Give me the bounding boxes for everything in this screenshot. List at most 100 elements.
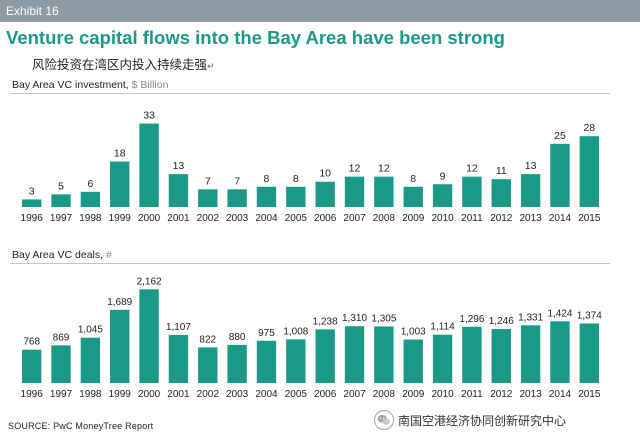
wechat-icon (374, 410, 394, 430)
tick-label-2014: 2014 (549, 213, 572, 224)
value-label-2005: 1,008 (283, 326, 308, 337)
exhibit-label: Exhibit 16 (0, 0, 640, 22)
source-note: SOURCE: PwC MoneyTree Report (8, 421, 154, 431)
deals-chart-title: Bay Area VC deals, # (12, 249, 112, 261)
bar-2002 (198, 347, 218, 383)
tick-label-1997: 1997 (50, 213, 73, 224)
bar-2013 (520, 325, 541, 383)
tick-label-2013: 2013 (520, 213, 543, 224)
headline: Venture capital flows into the Bay Area … (6, 27, 505, 48)
tick-label-1998: 1998 (79, 389, 102, 400)
value-label-1996: 3 (29, 185, 35, 197)
bar-2001 (168, 335, 189, 383)
tick-label-2005: 2005 (285, 213, 308, 224)
tick-label-2009: 2009 (402, 389, 425, 400)
tick-label-1999: 1999 (109, 213, 132, 224)
value-label-2012: 1,246 (489, 316, 514, 327)
value-label-1998: 1,045 (78, 325, 103, 336)
value-label-2004: 8 (264, 173, 270, 185)
bar-2010 (432, 334, 453, 383)
value-label-2013: 13 (525, 160, 537, 172)
bar-2012 (491, 179, 511, 207)
tick-label-2012: 2012 (490, 389, 513, 400)
bar-1999 (110, 309, 130, 383)
value-label-2007: 1,310 (342, 313, 367, 324)
tick-label-2011: 2011 (461, 213, 483, 224)
value-label-2000: 33 (143, 110, 155, 122)
bar-1998 (80, 337, 101, 383)
value-label-1998: 6 (87, 178, 93, 190)
bar-2006 (315, 181, 335, 207)
deals-chart-unit: # (105, 249, 112, 261)
bar-2000 (139, 289, 159, 383)
value-label-2008: 12 (378, 163, 390, 175)
tick-label-1996: 1996 (21, 213, 44, 224)
bar-2014 (550, 143, 570, 207)
bar-2015 (579, 323, 600, 383)
tick-label-2009: 2009 (402, 213, 425, 224)
value-label-1996: 768 (23, 337, 40, 348)
bar-2003 (227, 344, 247, 383)
watermark: 南国空港经济协同创新研究中心 (374, 410, 566, 430)
tick-label-2001: 2001 (167, 389, 190, 400)
bar-2009 (403, 339, 423, 383)
tick-label-2010: 2010 (431, 389, 454, 400)
investment-chart-rule (10, 93, 610, 94)
bar-2001 (168, 174, 189, 207)
bar-1997 (51, 345, 71, 383)
tick-label-2007: 2007 (343, 213, 366, 224)
tick-label-2010: 2010 (431, 213, 454, 224)
investment-chart-unit: $ Billion (131, 79, 169, 91)
tick-label-1999: 1999 (109, 389, 132, 400)
value-label-2014: 25 (554, 130, 566, 142)
bar-1998 (80, 191, 101, 207)
value-label-2015: 1,374 (577, 310, 602, 321)
deals-chart-rule (10, 263, 610, 264)
bar-2008 (374, 326, 394, 383)
value-label-2015: 28 (583, 122, 595, 134)
value-label-2003: 880 (229, 332, 246, 343)
value-label-2002: 822 (199, 334, 216, 345)
tick-label-2015: 2015 (578, 389, 601, 400)
tick-label-1997: 1997 (50, 389, 73, 400)
bar-2014 (550, 321, 570, 383)
tick-label-2012: 2012 (490, 213, 513, 224)
bar-2009 (403, 186, 423, 207)
subheadline-text: 风险投资在湾区内投入持续走强 (32, 57, 208, 72)
tick-label-2003: 2003 (226, 389, 249, 400)
value-label-2005: 8 (293, 173, 299, 185)
tick-label-2002: 2002 (197, 389, 220, 400)
tick-label-2006: 2006 (314, 389, 337, 400)
value-label-2006: 1,238 (313, 316, 338, 327)
value-label-2000: 2,162 (137, 276, 162, 287)
bar-2008 (374, 176, 394, 207)
tick-label-2000: 2000 (138, 389, 161, 400)
value-label-2009: 8 (410, 173, 416, 185)
tick-label-2001: 2001 (167, 213, 190, 224)
tick-label-1996: 1996 (21, 389, 44, 400)
value-label-2002: 7 (205, 175, 211, 187)
value-label-2010: 9 (440, 170, 446, 182)
bar-2005 (286, 339, 306, 383)
bar-2002 (198, 189, 218, 207)
bar-2013 (520, 174, 541, 207)
value-label-2009: 1,003 (401, 327, 426, 338)
tick-label-2000: 2000 (138, 213, 161, 224)
bar-2007 (344, 176, 365, 207)
bar-2006 (315, 329, 335, 383)
tick-label-2007: 2007 (343, 389, 366, 400)
value-label-2011: 12 (466, 163, 478, 175)
value-label-2007: 12 (349, 163, 361, 175)
return-mark: ↵ (207, 62, 215, 72)
bar-2011 (462, 326, 482, 383)
bar-1996 (21, 199, 42, 207)
tick-label-2002: 2002 (197, 213, 220, 224)
tick-label-2014: 2014 (549, 389, 572, 400)
value-label-2012: 11 (496, 165, 507, 177)
tick-label-2004: 2004 (255, 213, 278, 224)
bar-2003 (227, 189, 247, 207)
bar-1999 (110, 161, 130, 207)
tick-label-1998: 1998 (79, 213, 102, 224)
value-label-2004: 975 (258, 328, 275, 339)
bar-2004 (256, 186, 277, 207)
